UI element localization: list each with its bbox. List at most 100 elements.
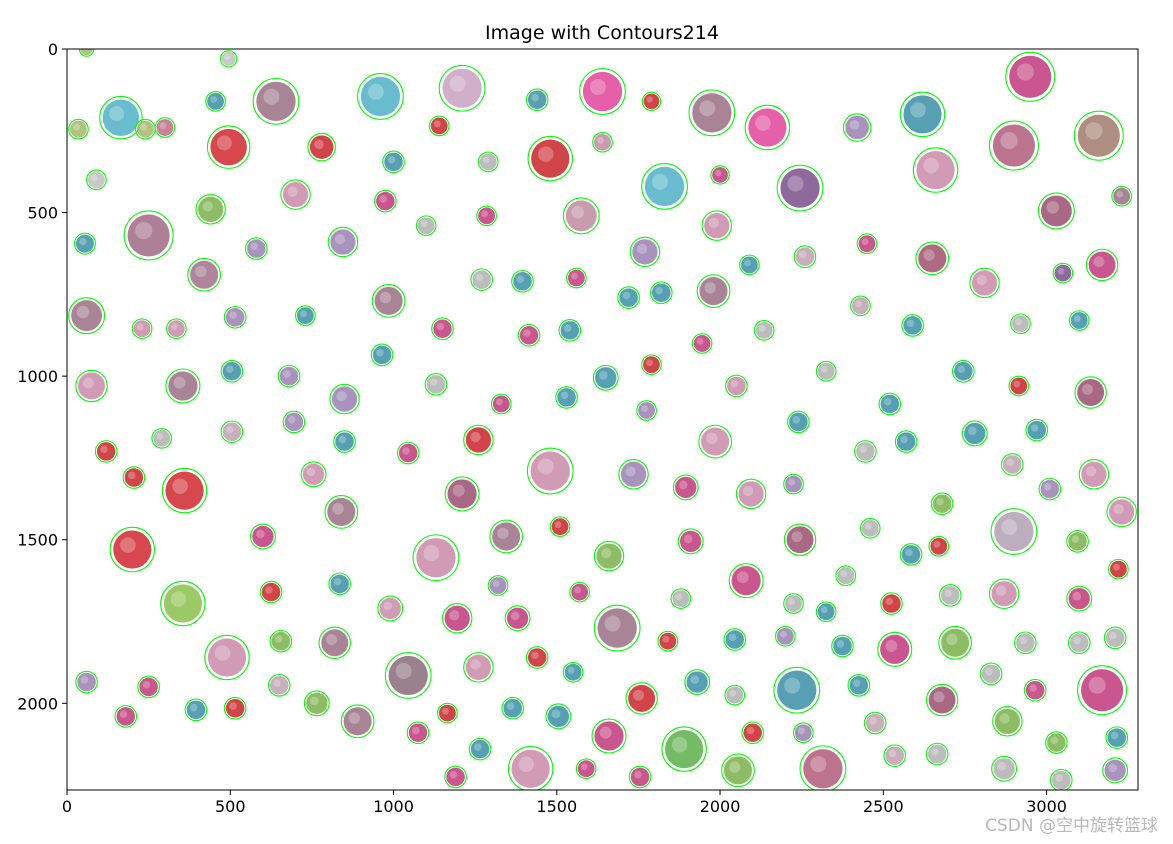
contoured-object [1068,310,1090,331]
contour [899,91,946,138]
object-highlight [470,659,481,670]
object-fill [1010,377,1028,395]
contoured-object [252,77,300,125]
contour [657,630,679,652]
object-fill [513,272,532,291]
object-fill [785,475,802,493]
contoured-object [815,601,837,623]
object-highlight [449,770,458,779]
object-fill [261,582,281,602]
contour [618,459,649,490]
object-fill [330,229,356,255]
contoured-object [969,267,1000,299]
object-highlight [999,713,1010,724]
contour [249,523,276,550]
contour [592,131,613,153]
object-highlight [1046,201,1060,214]
object-fill [852,297,869,315]
object-highlight [348,712,361,724]
object-fill [70,120,87,138]
object-fill [71,300,103,332]
object-highlight [957,365,965,373]
object-fill [777,670,817,710]
contour [206,125,251,169]
contour [725,374,748,398]
object-highlight [333,577,342,586]
contoured-object [641,162,688,210]
object-highlight [173,376,186,389]
object-fill [594,721,624,751]
contoured-object [1102,757,1129,784]
contoured-object [154,117,176,138]
object-fill [1109,499,1135,525]
object-fill [165,471,204,510]
object-highlight [475,273,484,282]
object-highlight [442,707,449,715]
contour [961,420,988,447]
contour [744,104,791,151]
object-fill [153,429,171,447]
object-highlight [704,282,716,294]
contour [527,135,574,182]
contoured-object [783,523,817,556]
object-highlight [779,630,787,638]
object-fill [817,362,835,380]
contour [123,210,174,261]
object-fill [903,95,942,134]
contour [377,595,404,622]
contoured-object [863,711,887,735]
contour [831,634,854,658]
contour [68,297,106,335]
object-highlight [563,324,572,332]
contour [617,286,640,309]
contour [1078,459,1110,490]
object-fill [447,479,477,509]
contour [856,233,878,255]
object-highlight [820,606,828,614]
object-highlight [849,119,860,130]
object-fill [577,760,595,778]
contoured-object [558,319,582,342]
contour [205,90,226,112]
contoured-object [988,578,1020,609]
object-fill [743,723,762,743]
object-highlight [90,174,98,182]
object-fill [594,133,611,151]
object-fill [981,664,1001,684]
object-fill [786,526,814,554]
object-fill [1016,633,1035,653]
contour [1025,418,1049,442]
contoured-object [842,113,872,142]
object-fill [940,586,960,605]
contoured-object [160,580,206,627]
object-highlight [170,591,187,607]
contour [792,722,814,744]
object-highlight [537,458,554,475]
object-fill [186,700,206,720]
contour [566,267,587,289]
contour [223,305,247,329]
object-fill [1077,379,1105,406]
object-fill [438,704,456,722]
contoured-object [894,430,918,453]
object-fill [470,739,490,759]
object-fill [992,124,1035,167]
contour [691,333,713,354]
contour [122,466,146,489]
object-fill [1088,251,1116,279]
contoured-object [431,317,454,341]
contoured-object [280,179,311,210]
contoured-object [476,205,497,227]
contour [487,575,509,596]
object-highlight [787,175,804,192]
contoured-object [99,95,143,140]
object-highlight [135,222,153,240]
contoured-object [880,592,903,615]
object-fill [1068,532,1087,551]
contoured-object [123,210,174,261]
object-fill [271,631,291,651]
object-fill [408,723,428,743]
object-highlight [1108,763,1118,773]
contour [219,50,238,68]
contour [775,625,796,647]
